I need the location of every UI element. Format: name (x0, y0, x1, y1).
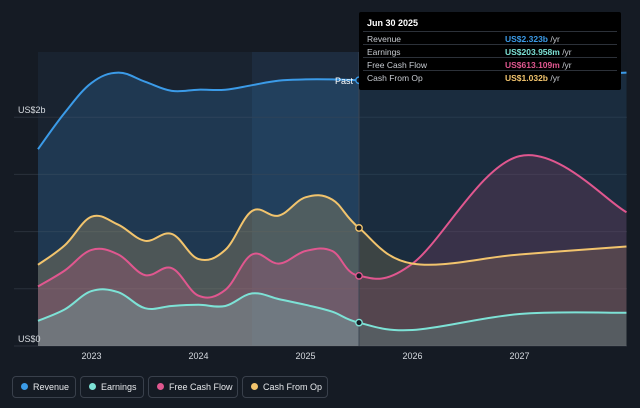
legend-label: Cash From Op (263, 382, 323, 392)
tooltip-value: US$613.109m /yr (505, 60, 572, 70)
legend-dot-icon (157, 383, 164, 390)
legend-dot-icon (251, 383, 258, 390)
line-earnings (37, 288, 627, 332)
tooltip-date: Jun 30 2025 (367, 18, 419, 28)
legend-item-revenue[interactable]: Revenue (12, 376, 76, 398)
line-cash-from-op (37, 194, 627, 266)
legend-item-earnings[interactable]: Earnings (80, 376, 144, 398)
area-cash-from-op (38, 195, 627, 346)
tooltip-row-revenue: Revenue US$2.323b /yr (363, 31, 617, 45)
x-tick-label: 2024 (188, 351, 208, 361)
legend-dot-icon (89, 383, 96, 390)
tooltip-label: Earnings (367, 47, 401, 57)
x-tick-label: 2027 (509, 351, 529, 361)
past-region-shade (38, 52, 359, 346)
x-tick-label: 2025 (295, 351, 315, 361)
marker-cash-from-op (355, 224, 363, 232)
area-free-cash-flow (38, 155, 627, 346)
legend-label: Free Cash Flow (169, 382, 233, 392)
tooltip-value: US$1.032b /yr (505, 73, 560, 83)
forecast-region-dim (359, 52, 627, 346)
tooltip-row-fcf: Free Cash Flow US$613.109m /yr (363, 57, 617, 71)
past-label: Past (335, 76, 354, 86)
tooltip-label: Cash From Op (367, 73, 423, 83)
x-tick-label: 2026 (402, 351, 422, 361)
legend-label: Earnings (101, 382, 137, 392)
area-earnings (38, 289, 627, 346)
legend-dot-icon (21, 383, 28, 390)
line-free-cash-flow (37, 154, 627, 299)
tooltip-label: Revenue (367, 34, 402, 44)
tooltip-value: US$203.958m /yr (505, 47, 572, 57)
x-tick-label: 2023 (81, 351, 101, 361)
tooltip-row-earnings: Earnings US$203.958m /yr (363, 44, 617, 58)
marker-free-cash-flow (355, 271, 363, 280)
tooltip: Jun 30 2025 Revenue US$2.323b /yr Earnin… (359, 12, 621, 90)
y-tick-label: US$2b (18, 105, 46, 115)
area-revenue (38, 72, 627, 346)
tooltip-row-cfo: Cash From Op US$1.032b /yr (363, 70, 617, 84)
marker-earnings (355, 318, 363, 327)
y-tick-label: US$0 (18, 334, 41, 344)
legend-item-free-cash-flow[interactable]: Free Cash Flow (148, 376, 238, 398)
tooltip-value: US$2.323b /yr (505, 34, 560, 44)
legend-label: Revenue (33, 382, 70, 392)
tooltip-label: Free Cash Flow (367, 60, 427, 70)
legend-item-cash-from-op[interactable]: Cash From Op (242, 376, 328, 398)
